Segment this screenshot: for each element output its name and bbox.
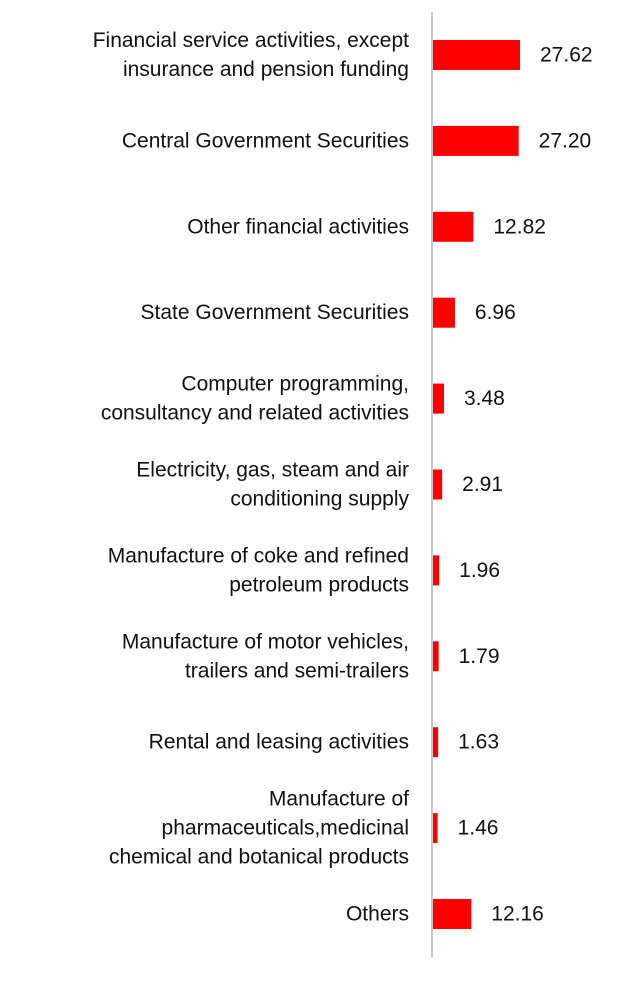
category-label: Financial service activities, except insu… (93, 29, 409, 81)
bar (433, 555, 440, 586)
category-label-line: insurance and pension funding (123, 58, 409, 81)
category-label-line: Others (346, 903, 409, 926)
category-label-line: petroleum products (229, 573, 409, 596)
category-label: Manufacture of motor vehicles, trailers a… (122, 630, 409, 682)
category-label-line: Electricity, gas, steam and air (136, 459, 409, 482)
category-label: Electricity, gas, steam and air condition… (136, 459, 409, 511)
bar-value-label: 3.48 (464, 387, 505, 410)
category-label: Manufacture of coke and refined petroleum… (108, 544, 409, 596)
category-label: Central Government Securities (122, 129, 409, 152)
bar-value-label: 1.79 (459, 645, 500, 668)
bar-value-label: 12.82 (493, 215, 546, 238)
bar-value-label: 27.62 (540, 44, 593, 67)
category-label-line: Manufacture of (269, 788, 409, 811)
bar-value-label: 1.96 (459, 559, 500, 582)
category-label-line: chemical and botanical products (109, 846, 409, 869)
category-label: Computer programming, consultancy and rel… (101, 373, 409, 425)
category-label-line: conditioning supply (230, 488, 409, 511)
bar (433, 641, 439, 672)
category-label: Manufacture of pharmaceuticals,medicinal c… (109, 788, 409, 869)
category-label-line: Manufacture of motor vehicles, (122, 630, 409, 653)
bar (433, 899, 472, 929)
category-label: State Government Securities (141, 301, 409, 324)
bar (433, 813, 438, 844)
bar (433, 383, 444, 414)
category-label-line: Computer programming, (181, 373, 409, 396)
bars-group (433, 40, 521, 929)
bar (433, 211, 474, 242)
category-label-line: Central Government Securities (122, 129, 409, 152)
value-labels-group: 27.62 27.20 12.82 6.96 3.48 2.91 1.96 1.79 1.63 1… (458, 44, 593, 926)
category-label: Other financial activities (187, 215, 409, 238)
category-labels-group: Financial service activities, except insu… (93, 29, 410, 926)
category-label-line: Manufacture of coke and refined (108, 544, 409, 567)
category-label-line: consultancy and related activities (101, 402, 409, 425)
bar (433, 727, 439, 758)
bar (433, 40, 521, 70)
bar-value-label: 12.16 (491, 903, 544, 926)
bar-value-label: 6.96 (475, 301, 516, 324)
category-label-line: Other financial activities (187, 215, 409, 238)
bar (433, 297, 455, 328)
bar (433, 469, 443, 500)
bar-value-label: 27.20 (539, 129, 592, 152)
bar-value-label: 1.63 (458, 731, 499, 754)
category-label-line: Rental and leasing activities (149, 731, 409, 754)
category-label-line: Financial service activities, except (93, 29, 409, 52)
category-label-line: pharmaceuticals,medicinal (162, 817, 409, 840)
bar-value-label: 1.46 (458, 817, 499, 840)
category-label-line: trailers and semi-trailers (185, 659, 409, 682)
category-label: Others (346, 903, 409, 926)
bar-value-label: 2.91 (462, 473, 503, 496)
bar (433, 125, 519, 156)
category-label: Rental and leasing activities (149, 731, 409, 754)
category-label-line: State Government Securities (141, 301, 409, 324)
